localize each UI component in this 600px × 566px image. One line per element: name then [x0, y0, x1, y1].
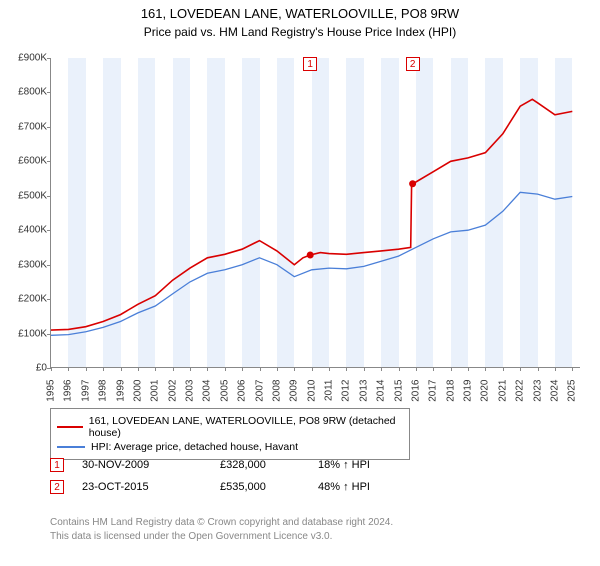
x-axis-label: 1998: [98, 380, 109, 408]
x-axis-label: 2000: [132, 380, 143, 408]
x-axis-label: 2010: [306, 380, 317, 408]
transaction-row: 1 30-NOV-2009 £328,000 18% ↑ HPI: [50, 454, 408, 476]
chart-plot-area: £0£100K£200K£300K£400K£500K£600K£700K£80…: [50, 58, 580, 368]
transaction-pct: 18% ↑ HPI: [318, 459, 408, 471]
transaction-marker: 1: [50, 458, 64, 472]
chart-subtitle: Price paid vs. HM Land Registry's House …: [0, 25, 600, 39]
chart-axes: £0£100K£200K£300K£400K£500K£600K£700K£80…: [50, 58, 580, 368]
legend-label: 161, LOVEDEAN LANE, WATERLOOVILLE, PO8 9…: [89, 415, 403, 439]
x-axis-label: 2023: [532, 380, 543, 408]
x-axis-label: 1999: [115, 380, 126, 408]
y-axis-label: £700K: [5, 121, 47, 132]
x-axis-label: 1996: [63, 380, 74, 408]
legend-item: 161, LOVEDEAN LANE, WATERLOOVILLE, PO8 9…: [57, 415, 403, 439]
x-axis-label: 2024: [549, 380, 560, 408]
x-axis-label: 2014: [376, 380, 387, 408]
series-line: [51, 99, 572, 330]
legend-swatch: [57, 446, 85, 448]
transaction-price: £535,000: [220, 481, 300, 493]
x-axis-label: 2008: [271, 380, 282, 408]
x-axis-label: 2013: [358, 380, 369, 408]
transaction-pct: 48% ↑ HPI: [318, 481, 408, 493]
x-axis-label: 2017: [428, 380, 439, 408]
footer-line-2: This data is licensed under the Open Gov…: [50, 530, 393, 544]
chart-lines-svg: [51, 58, 581, 368]
y-axis-label: £200K: [5, 294, 47, 305]
transaction-date: 30-NOV-2009: [82, 459, 202, 471]
x-axis-label: 2011: [324, 380, 335, 408]
legend-box: 161, LOVEDEAN LANE, WATERLOOVILLE, PO8 9…: [50, 408, 410, 460]
x-axis-label: 2015: [393, 380, 404, 408]
x-axis-label: 2012: [341, 380, 352, 408]
y-axis-label: £500K: [5, 190, 47, 201]
y-axis-label: £0: [5, 363, 47, 374]
x-axis-label: 2016: [410, 380, 421, 408]
y-axis-label: £600K: [5, 156, 47, 167]
marker-dot: [307, 252, 314, 259]
x-axis-label: 2006: [237, 380, 248, 408]
y-axis-label: £300K: [5, 259, 47, 270]
marker-dot: [409, 180, 416, 187]
transaction-row: 2 23-OCT-2015 £535,000 48% ↑ HPI: [50, 476, 408, 498]
x-axis-label: 2001: [150, 380, 161, 408]
x-axis-label: 2009: [289, 380, 300, 408]
y-axis-label: £800K: [5, 87, 47, 98]
x-axis-label: 2007: [254, 380, 265, 408]
x-axis-label: 2003: [185, 380, 196, 408]
footer-line-1: Contains HM Land Registry data © Crown c…: [50, 516, 393, 530]
y-axis-label: £400K: [5, 225, 47, 236]
series-line: [51, 192, 572, 335]
x-axis-label: 2025: [567, 380, 578, 408]
x-axis-label: 2018: [445, 380, 456, 408]
chart-title: 161, LOVEDEAN LANE, WATERLOOVILLE, PO8 9…: [0, 6, 600, 23]
x-axis-label: 2005: [219, 380, 230, 408]
marker-box: 2: [406, 57, 420, 71]
x-axis-label: 2004: [202, 380, 213, 408]
marker-box: 1: [303, 57, 317, 71]
y-axis-label: £900K: [5, 53, 47, 64]
x-axis-label: 2002: [167, 380, 178, 408]
transaction-price: £328,000: [220, 459, 300, 471]
x-axis-label: 2020: [480, 380, 491, 408]
x-axis-label: 2021: [497, 380, 508, 408]
y-axis-label: £100K: [5, 328, 47, 339]
legend-label: HPI: Average price, detached house, Hava…: [91, 441, 298, 453]
transactions-table: 1 30-NOV-2009 £328,000 18% ↑ HPI 2 23-OCT-201…: [50, 454, 408, 498]
transaction-marker: 2: [50, 480, 64, 494]
x-axis-label: 1997: [80, 380, 91, 408]
legend-swatch: [57, 426, 83, 428]
footer-attribution: Contains HM Land Registry data © Crown c…: [50, 516, 393, 543]
legend-item: HPI: Average price, detached house, Hava…: [57, 441, 403, 453]
x-axis-label: 2019: [463, 380, 474, 408]
x-axis-label: 1995: [46, 380, 57, 408]
transaction-date: 23-OCT-2015: [82, 481, 202, 493]
x-axis-label: 2022: [515, 380, 526, 408]
chart-container: 161, LOVEDEAN LANE, WATERLOOVILLE, PO8 9…: [0, 6, 600, 566]
